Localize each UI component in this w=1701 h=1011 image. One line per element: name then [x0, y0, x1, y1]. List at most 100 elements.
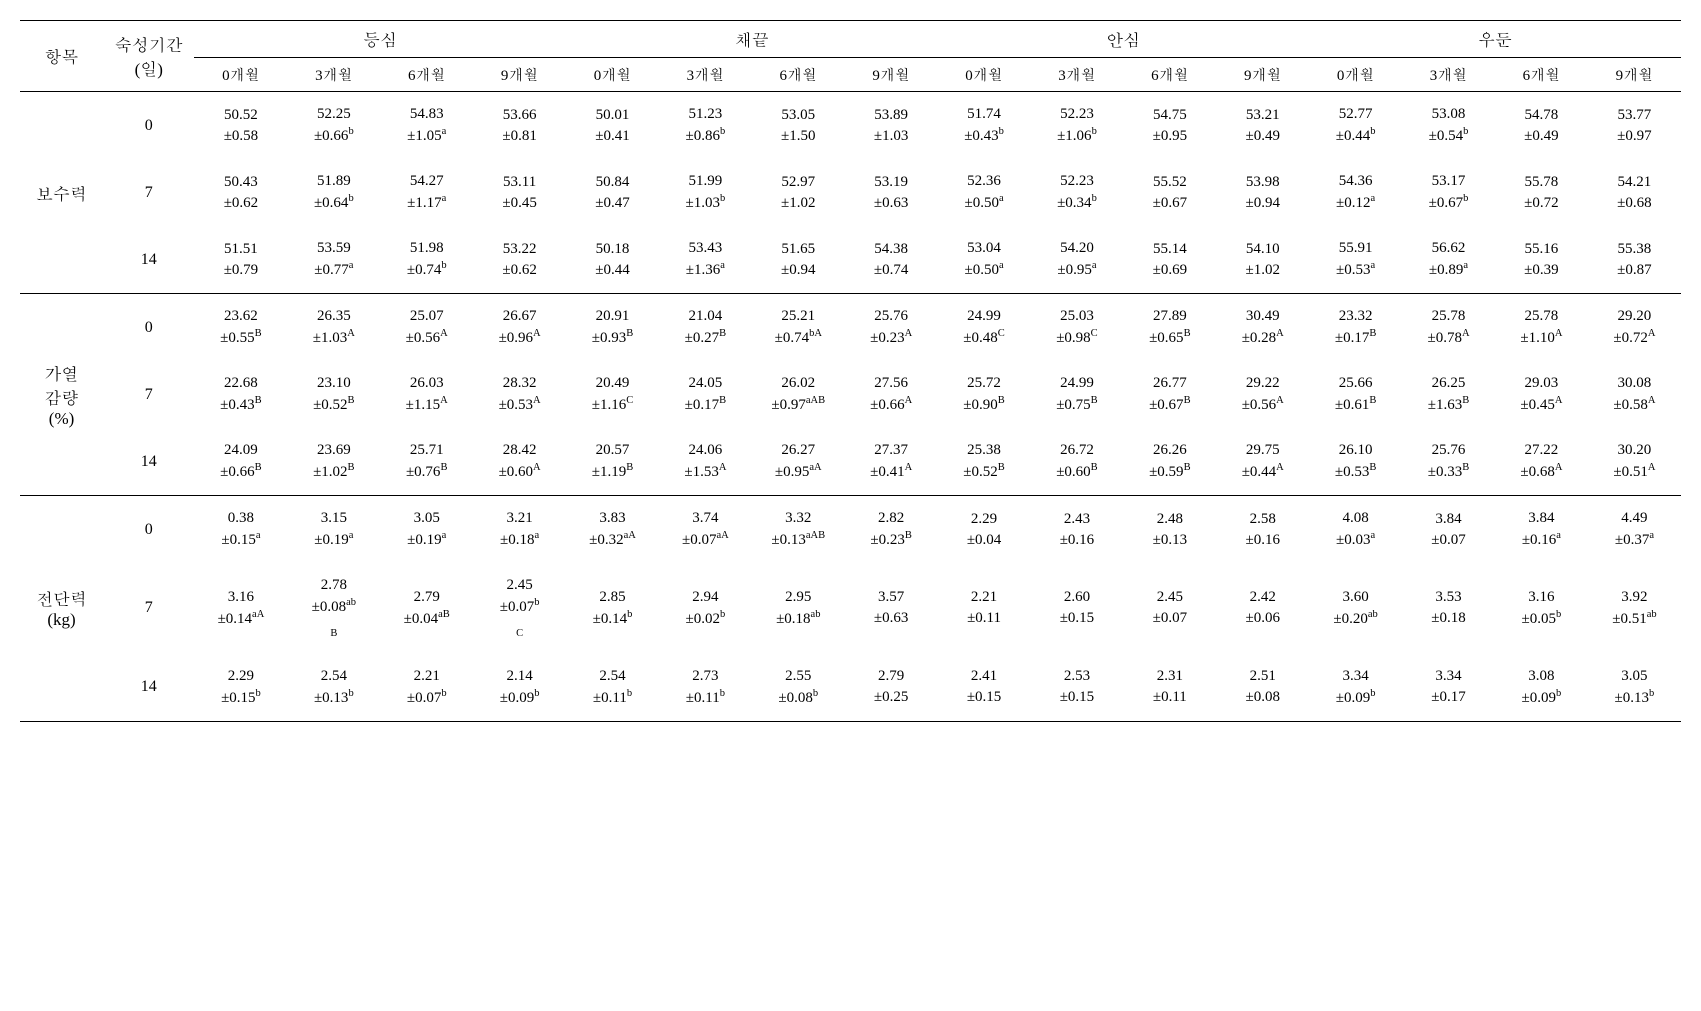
- data-cell: 23.32±0.17B: [1309, 294, 1402, 362]
- data-cell: 23.62±0.55B: [194, 294, 287, 362]
- data-cell: 25.66±0.61B: [1309, 361, 1402, 428]
- sub-header: 9개월: [845, 58, 938, 92]
- data-cell: 25.76±0.23A: [845, 294, 938, 362]
- data-cell: 0.38±0.15a: [194, 496, 287, 564]
- day-label: 7: [103, 361, 194, 428]
- data-cell: 26.10±0.53B: [1309, 428, 1402, 496]
- table-body: 보수력050.52±0.5852.25±0.66b54.83±1.05a53.6…: [20, 92, 1681, 722]
- data-cell: 26.03±1.15A: [380, 361, 473, 428]
- data-cell: 29.75±0.44A: [1216, 428, 1309, 496]
- data-cell: 3.05±0.19a: [380, 496, 473, 564]
- data-cell: 53.77±0.97: [1588, 92, 1681, 160]
- sub-header: 9개월: [1216, 58, 1309, 92]
- data-cell: 3.60±0.20ab: [1309, 563, 1402, 654]
- data-cell: 3.16±0.05b: [1495, 563, 1588, 654]
- section-label: 보수력: [20, 92, 103, 294]
- data-cell: 3.15±0.19a: [287, 496, 380, 564]
- table-row: 전단력(kg)00.38±0.15a3.15±0.19a3.05±0.19a3.…: [20, 496, 1681, 564]
- data-cell: 26.25±1.63B: [1402, 361, 1495, 428]
- data-cell: 24.06±1.53A: [659, 428, 752, 496]
- data-cell: 2.54±0.13b: [287, 654, 380, 722]
- sub-header: 9개월: [1588, 58, 1681, 92]
- data-cell: 2.14±0.09b: [473, 654, 566, 722]
- data-cell: 51.51±0.79: [194, 226, 287, 294]
- header-group-3: 우둔: [1309, 21, 1681, 58]
- day-label: 7: [103, 159, 194, 226]
- sub-header: 3개월: [1402, 58, 1495, 92]
- data-cell: 50.43±0.62: [194, 159, 287, 226]
- data-cell: 53.05±1.50: [752, 92, 845, 160]
- data-cell: 2.78±0.08abB: [287, 563, 380, 654]
- data-cell: 3.21±0.18a: [473, 496, 566, 564]
- data-cell: 2.82±0.23B: [845, 496, 938, 564]
- sub-header: 3개월: [287, 58, 380, 92]
- data-cell: 50.01±0.41: [566, 92, 659, 160]
- data-cell: 24.09±0.66B: [194, 428, 287, 496]
- data-cell: 50.18±0.44: [566, 226, 659, 294]
- data-cell: 25.38±0.52B: [938, 428, 1031, 496]
- data-cell: 55.16±0.39: [1495, 226, 1588, 294]
- data-cell: 23.10±0.52B: [287, 361, 380, 428]
- data-cell: 2.51±0.08: [1216, 654, 1309, 722]
- data-cell: 25.72±0.90B: [938, 361, 1031, 428]
- data-cell: 25.03±0.98C: [1031, 294, 1124, 362]
- data-cell: 2.48±0.13: [1123, 496, 1216, 564]
- data-cell: 2.43±0.16: [1031, 496, 1124, 564]
- data-cell: 52.23±1.06b: [1031, 92, 1124, 160]
- data-cell: 2.42±0.06: [1216, 563, 1309, 654]
- day-label: 0: [103, 92, 194, 160]
- data-cell: 53.21±0.49: [1216, 92, 1309, 160]
- data-cell: 25.76±0.33B: [1402, 428, 1495, 496]
- table-row: 1451.51±0.7953.59±0.77a51.98±0.74b53.22±…: [20, 226, 1681, 294]
- data-cell: 26.27±0.95aA: [752, 428, 845, 496]
- data-cell: 53.98±0.94: [1216, 159, 1309, 226]
- sub-header: 6개월: [380, 58, 473, 92]
- data-cell: 55.91±0.53a: [1309, 226, 1402, 294]
- data-cell: 25.07±0.56A: [380, 294, 473, 362]
- data-cell: 2.53±0.15: [1031, 654, 1124, 722]
- data-cell: 23.69±1.02B: [287, 428, 380, 496]
- data-cell: 54.78±0.49: [1495, 92, 1588, 160]
- data-cell: 2.73±0.11b: [659, 654, 752, 722]
- data-cell: 52.36±0.50a: [938, 159, 1031, 226]
- data-cell: 3.84±0.07: [1402, 496, 1495, 564]
- data-cell: 2.45±0.07: [1123, 563, 1216, 654]
- day-label: 14: [103, 654, 194, 722]
- data-cell: 2.79±0.04aB: [380, 563, 473, 654]
- data-cell: 3.57±0.63: [845, 563, 938, 654]
- data-cell: 2.41±0.15: [938, 654, 1031, 722]
- data-cell: 2.55±0.08b: [752, 654, 845, 722]
- data-cell: 54.20±0.95a: [1031, 226, 1124, 294]
- data-cell: 26.67±0.96A: [473, 294, 566, 362]
- data-cell: 26.02±0.97aAB: [752, 361, 845, 428]
- data-cell: 24.99±0.75B: [1031, 361, 1124, 428]
- data-cell: 2.79±0.25: [845, 654, 938, 722]
- data-cell: 30.20±0.51A: [1588, 428, 1681, 496]
- data-cell: 3.34±0.09b: [1309, 654, 1402, 722]
- data-cell: 20.49±1.16C: [566, 361, 659, 428]
- day-label: 0: [103, 496, 194, 564]
- data-cell: 51.65±0.94: [752, 226, 845, 294]
- data-cell: 53.17±0.67b: [1402, 159, 1495, 226]
- data-cell: 52.97±1.02: [752, 159, 845, 226]
- data-cell: 27.37±0.41A: [845, 428, 938, 496]
- data-cell: 29.22±0.56A: [1216, 361, 1309, 428]
- data-cell: 53.43±1.36a: [659, 226, 752, 294]
- day-label: 14: [103, 428, 194, 496]
- day-label: 7: [103, 563, 194, 654]
- table-row: 가열감량(%)023.62±0.55B26.35±1.03A25.07±0.56…: [20, 294, 1681, 362]
- data-cell: 52.23±0.34b: [1031, 159, 1124, 226]
- data-cell: 2.29±0.04: [938, 496, 1031, 564]
- header-group-0: 등심: [194, 21, 566, 58]
- data-cell: 27.56±0.66A: [845, 361, 938, 428]
- day-label: 14: [103, 226, 194, 294]
- data-cell: 53.11±0.45: [473, 159, 566, 226]
- data-cell: 25.78±0.78A: [1402, 294, 1495, 362]
- data-cell: 3.32±0.13aAB: [752, 496, 845, 564]
- data-cell: 3.05±0.13b: [1588, 654, 1681, 722]
- data-cell: 3.08±0.09b: [1495, 654, 1588, 722]
- table-row: 722.68±0.43B23.10±0.52B26.03±1.15A28.32±…: [20, 361, 1681, 428]
- data-cell: 29.20±0.72A: [1588, 294, 1681, 362]
- data-cell: 2.29±0.15b: [194, 654, 287, 722]
- data-cell: 26.35±1.03A: [287, 294, 380, 362]
